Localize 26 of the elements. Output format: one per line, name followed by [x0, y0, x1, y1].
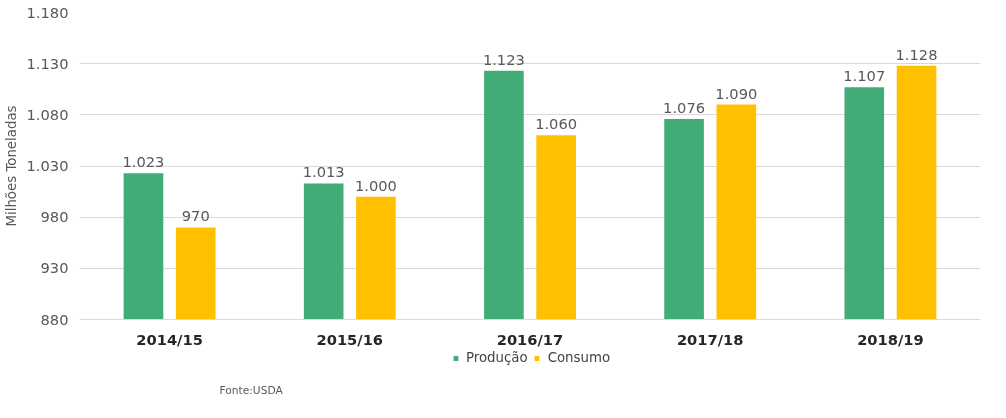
- source-note: Fonte:USDA: [219, 383, 284, 397]
- x-tick-label: 2015/16: [316, 330, 384, 348]
- x-tick-label: 2014/15: [136, 330, 203, 348]
- legend-label: Produção: [465, 350, 528, 365]
- data-label: 1.023: [122, 153, 165, 171]
- y-tick-label: 1.030: [26, 157, 69, 174]
- y-tick-label: 930: [40, 259, 69, 277]
- y-tick-label: 1.080: [26, 105, 69, 123]
- data-label: 1.000: [354, 176, 397, 194]
- legend-label: Consumo: [547, 350, 611, 365]
- data-label: 970: [181, 207, 210, 225]
- data-label: 1.107: [843, 67, 886, 85]
- y-tick-label: 980: [40, 208, 69, 226]
- y-axis-title: Milhões Toneladas: [3, 105, 19, 227]
- x-tick-label: 2017/18: [676, 330, 744, 348]
- data-label: 1.123: [482, 50, 525, 68]
- data-label: 1.128: [895, 45, 938, 63]
- data-label: 1.060: [535, 115, 578, 133]
- data-label: 1.013: [302, 163, 345, 181]
- y-tick-label: 1.130: [26, 54, 69, 72]
- x-tick-label: 2018/19: [857, 330, 924, 348]
- data-label: 1.090: [715, 84, 758, 102]
- y-tick-label: 1.180: [26, 3, 69, 21]
- data-label: 1.076: [663, 98, 706, 116]
- y-tick-label: 880: [40, 310, 69, 328]
- x-tick-label: 2016/17: [496, 330, 564, 348]
